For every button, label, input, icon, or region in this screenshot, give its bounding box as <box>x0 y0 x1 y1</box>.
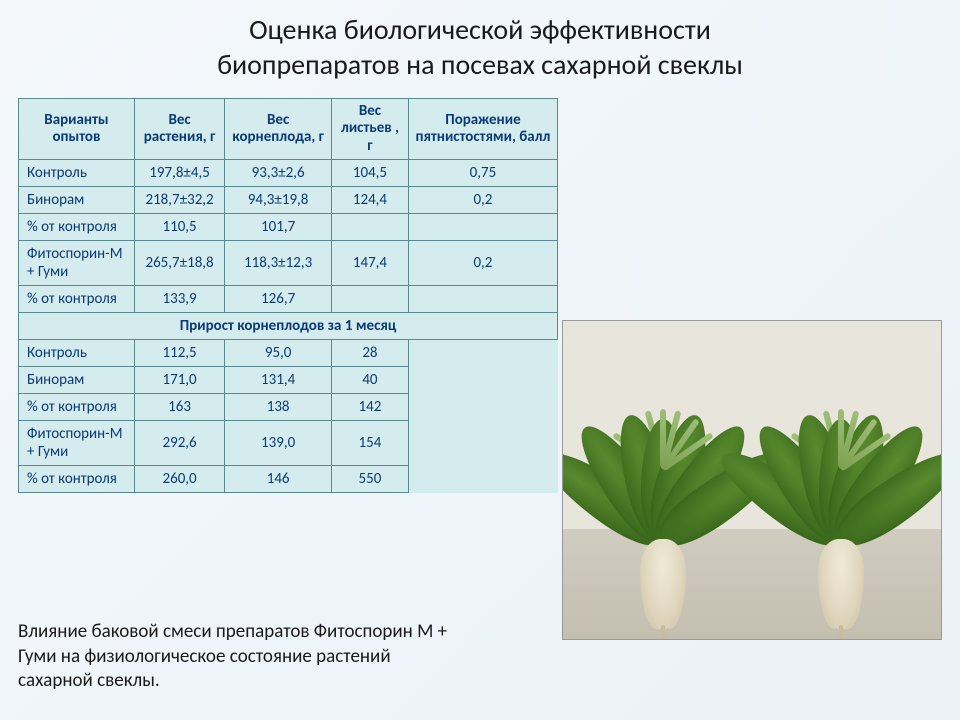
cell-root: 94,3±19,8 <box>225 186 332 213</box>
section-header-cell: Прирост корнеплодов за 1 месяц <box>19 312 558 339</box>
cell-leaf <box>332 213 409 240</box>
cell-label: Фитоспорин-М + Гуми <box>19 240 135 285</box>
table-row: Контроль112,595,028 <box>19 339 558 366</box>
cell-root: 131,4 <box>225 366 332 393</box>
table-row: Контроль197,8±4,593,3±2,6104,50,75 <box>19 159 558 186</box>
beet-plant-right <box>761 329 921 639</box>
cell-leaf: 124,4 <box>332 186 409 213</box>
root-right <box>818 539 864 629</box>
cell-plant: 110,5 <box>134 213 224 240</box>
table-row: % от контроля133,9126,7 <box>19 285 558 312</box>
title-line2: биопрепаратов на посевах сахарной свеклы <box>217 47 743 82</box>
col-plant-weight: Вес растения, г <box>134 99 224 160</box>
cell-label: Контроль <box>19 159 135 186</box>
table-row: Бинорам218,7±32,294,3±19,8124,40,2 <box>19 186 558 213</box>
table-row: % от контроля110,5101,7 <box>19 213 558 240</box>
cell-leaf: 142 <box>332 393 409 420</box>
cell-label: Бинорам <box>19 366 135 393</box>
effectiveness-table: Варианты опытов Вес растения, г Вес корн… <box>18 98 558 493</box>
root-left <box>640 539 686 629</box>
title-line1: Оценка биологической эффективности <box>249 12 711 47</box>
photo-caption: Влияние баковой смеси препаратов Фитоспо… <box>18 620 458 694</box>
cell-root: 101,7 <box>225 213 332 240</box>
col-spot-score: Поражение пятнистостями, балл <box>408 99 557 160</box>
cell-plant: 163 <box>134 393 224 420</box>
cell-root: 93,3±2,6 <box>225 159 332 186</box>
cell-spot <box>408 285 557 312</box>
col-variant: Варианты опытов <box>19 99 135 160</box>
cell-plant: 260,0 <box>134 465 224 492</box>
page-title: Оценка биологической эффективности биопр… <box>0 0 960 98</box>
cell-plant: 171,0 <box>134 366 224 393</box>
table-row: % от контроля260,0146550 <box>19 465 558 492</box>
cell-spot: 0,2 <box>408 186 557 213</box>
cell-plant: 292,6 <box>134 420 224 465</box>
cell-plant: 112,5 <box>134 339 224 366</box>
cell-spot <box>408 213 557 240</box>
cell-spot: 0,2 <box>408 240 557 285</box>
table-header-row: Варианты опытов Вес растения, г Вес корн… <box>19 99 558 160</box>
cell-root: 118,3±12,3 <box>225 240 332 285</box>
table-row: Фитоспорин-М + Гуми292,6139,0154 <box>19 420 558 465</box>
cell-label: Контроль <box>19 339 135 366</box>
cell-root: 95,0 <box>225 339 332 366</box>
cell-label: % от контроля <box>19 465 135 492</box>
section-header-row: Прирост корнеплодов за 1 месяц <box>19 312 558 339</box>
leaves-left <box>583 329 743 539</box>
cell-leaf <box>332 285 409 312</box>
table-row: Фитоспорин-М + Гуми265,7±18,8118,3±12,31… <box>19 240 558 285</box>
cell-label: % от контроля <box>19 393 135 420</box>
table-row: Бинорам171,0131,440 <box>19 366 558 393</box>
cell-plant: 197,8±4,5 <box>134 159 224 186</box>
leaves-right <box>761 329 921 539</box>
cell-leaf: 104,5 <box>332 159 409 186</box>
col-leaf-weight: Вес листьев , г <box>332 99 409 160</box>
cell-label: Фитоспорин-М + Гуми <box>19 420 135 465</box>
cell-label: Бинорам <box>19 186 135 213</box>
content-area: Варианты опытов Вес растения, г Вес корн… <box>0 98 960 493</box>
beet-plant-left <box>583 329 743 639</box>
table-body: Контроль197,8±4,593,3±2,6104,50,75Бинора… <box>19 159 558 492</box>
cell-leaf: 154 <box>332 420 409 465</box>
cell-leaf: 550 <box>332 465 409 492</box>
col-root-weight: Вес корнеплода, г <box>225 99 332 160</box>
beet-photo <box>562 320 942 640</box>
cell-leaf: 147,4 <box>332 240 409 285</box>
cell-plant: 265,7±18,8 <box>134 240 224 285</box>
cell-root: 139,0 <box>225 420 332 465</box>
cell-root: 138 <box>225 393 332 420</box>
table-row: % от контроля163138142 <box>19 393 558 420</box>
cell-label: % от контроля <box>19 213 135 240</box>
cell-leaf: 40 <box>332 366 409 393</box>
cell-leaf: 28 <box>332 339 409 366</box>
cell-plant: 133,9 <box>134 285 224 312</box>
cell-spot: 0,75 <box>408 159 557 186</box>
cell-label: % от контроля <box>19 285 135 312</box>
cell-root: 126,7 <box>225 285 332 312</box>
cell-plant: 218,7±32,2 <box>134 186 224 213</box>
cell-root: 146 <box>225 465 332 492</box>
